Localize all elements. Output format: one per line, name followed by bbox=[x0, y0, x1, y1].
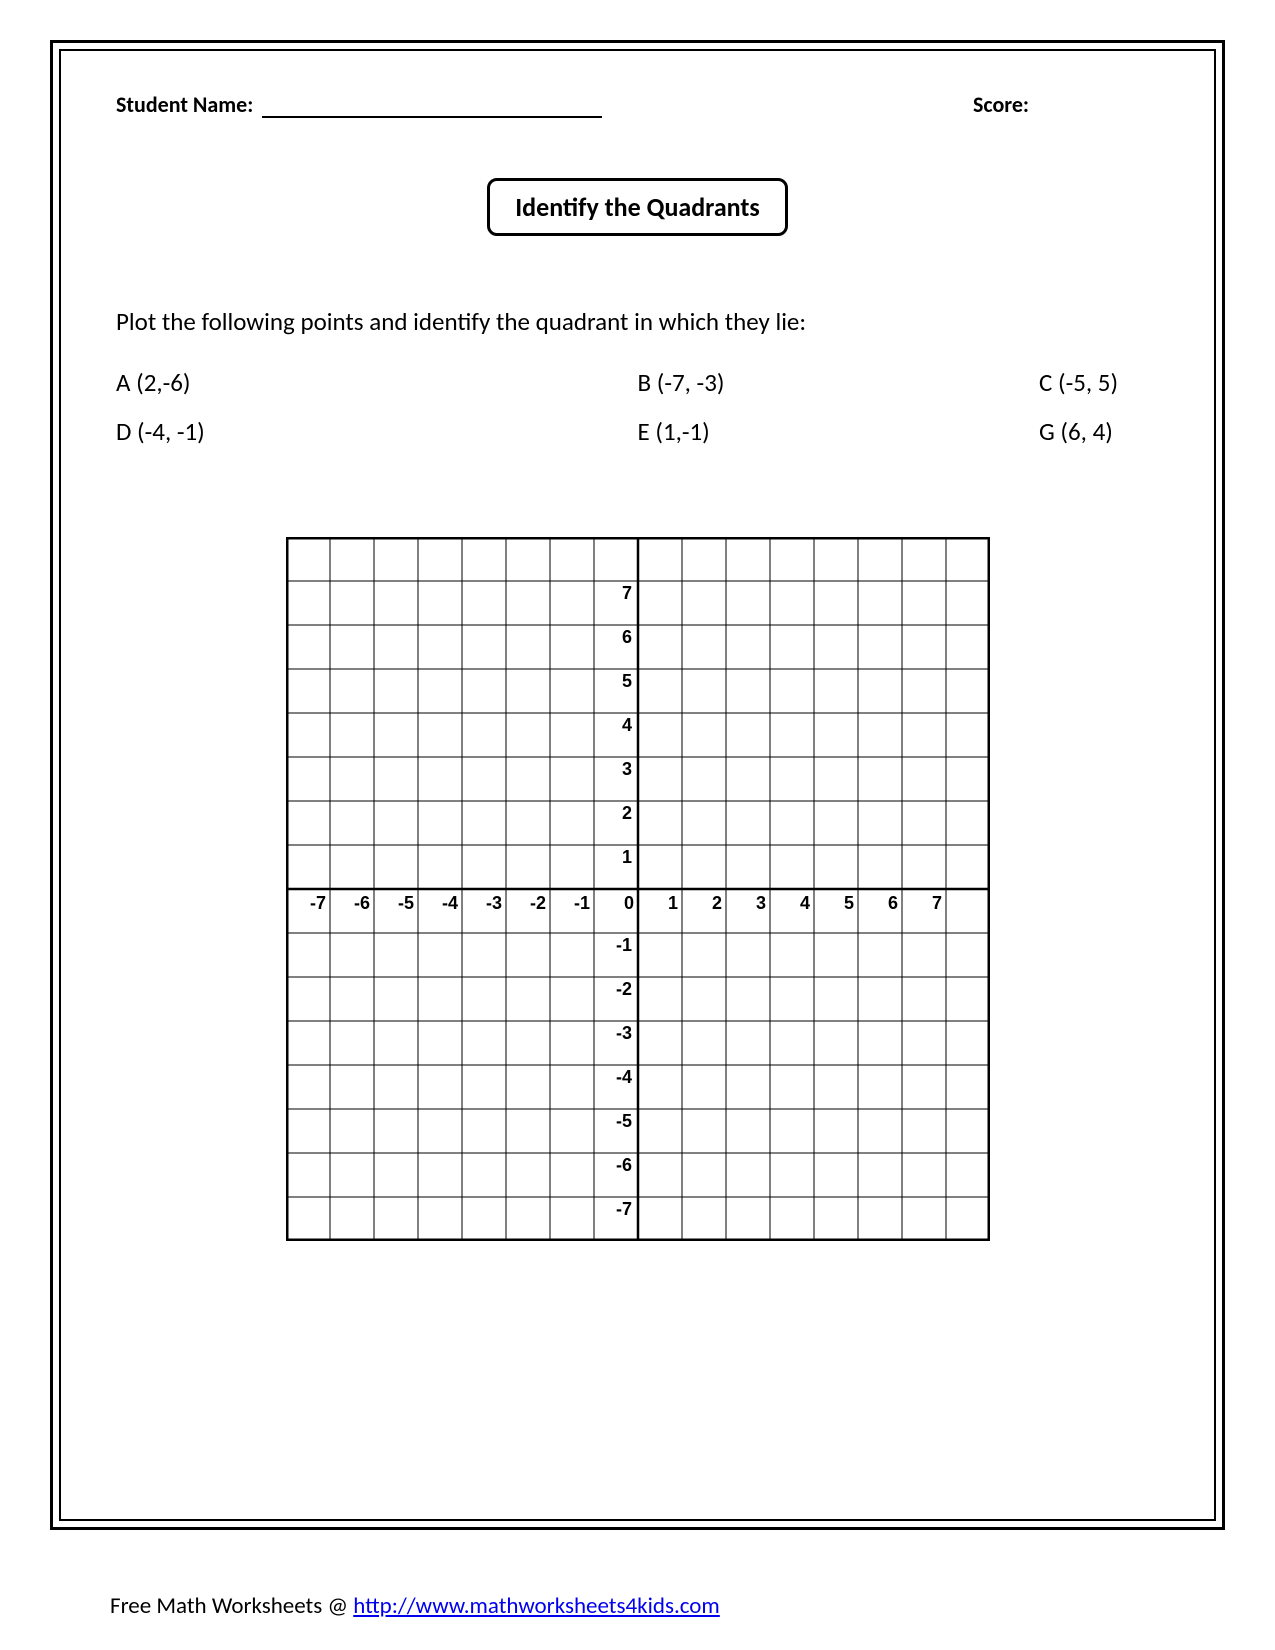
point-c: C (-5, 5) bbox=[1039, 367, 1159, 398]
svg-text:1: 1 bbox=[621, 847, 631, 867]
title-wrap: Identify the Quadrants bbox=[116, 178, 1159, 236]
worksheet-title: Identify the Quadrants bbox=[487, 178, 788, 236]
svg-text:-6: -6 bbox=[353, 893, 369, 913]
point-e: E (1,-1) bbox=[578, 416, 1040, 447]
svg-text:-4: -4 bbox=[441, 893, 457, 913]
point-a: A (2,-6) bbox=[116, 367, 578, 398]
svg-text:2: 2 bbox=[711, 893, 721, 913]
svg-text:-3: -3 bbox=[615, 1023, 631, 1043]
svg-text:3: 3 bbox=[621, 759, 631, 779]
svg-text:-5: -5 bbox=[615, 1111, 631, 1131]
inner-border: Student Name: Score: Identify the Quadra… bbox=[59, 49, 1216, 1521]
svg-text:-2: -2 bbox=[615, 979, 631, 999]
footer-prefix: Free Math Worksheets @ bbox=[110, 1592, 353, 1620]
svg-text:-4: -4 bbox=[615, 1067, 631, 1087]
svg-text:-1: -1 bbox=[573, 893, 589, 913]
svg-text:-7: -7 bbox=[615, 1199, 631, 1219]
svg-text:5: 5 bbox=[843, 893, 853, 913]
student-name-label: Student Name: bbox=[116, 91, 253, 118]
svg-text:-7: -7 bbox=[309, 893, 325, 913]
point-d: D (-4, -1) bbox=[116, 416, 578, 447]
svg-text:6: 6 bbox=[887, 893, 897, 913]
svg-text:-6: -6 bbox=[615, 1155, 631, 1175]
score-field: Score: bbox=[973, 91, 1159, 118]
svg-text:-2: -2 bbox=[529, 893, 545, 913]
student-name-blank[interactable] bbox=[262, 98, 602, 118]
header-row: Student Name: Score: bbox=[116, 91, 1159, 118]
point-g: G (6, 4) bbox=[1039, 416, 1159, 447]
student-name-field: Student Name: bbox=[116, 91, 602, 118]
instruction-text: Plot the following points and identify t… bbox=[116, 306, 1159, 337]
svg-text:-5: -5 bbox=[397, 893, 413, 913]
graph-container: -7 -6 -5 -4 -3 -2 -1 0 1 2 3 4 5 6 7 -7 -6 -5 -4 -3 -2 -1 1 2 3 4… bbox=[116, 537, 1159, 1246]
svg-text:0: 0 bbox=[623, 893, 633, 913]
point-b: B (-7, -3) bbox=[578, 367, 1040, 398]
svg-text:4: 4 bbox=[621, 715, 631, 735]
footer: Free Math Worksheets @ http://www.mathwo… bbox=[110, 1592, 720, 1620]
svg-text:4: 4 bbox=[799, 893, 809, 913]
footer-link[interactable]: http://www.mathworksheets4kids.com bbox=[353, 1592, 720, 1620]
svg-text:-1: -1 bbox=[615, 935, 631, 955]
svg-text:-3: -3 bbox=[485, 893, 501, 913]
svg-text:7: 7 bbox=[931, 893, 941, 913]
svg-text:5: 5 bbox=[621, 671, 631, 691]
svg-text:7: 7 bbox=[621, 583, 631, 603]
svg-text:3: 3 bbox=[755, 893, 765, 913]
svg-text:2: 2 bbox=[621, 803, 631, 823]
coordinate-grid: -7 -6 -5 -4 -3 -2 -1 0 1 2 3 4 5 6 7 -7 -6 -5 -4 -3 -2 -1 1 2 3 4… bbox=[286, 537, 990, 1246]
svg-text:6: 6 bbox=[621, 627, 631, 647]
score-label: Score: bbox=[973, 91, 1029, 118]
points-list: A (2,-6) B (-7, -3) C (-5, 5) D (-4, -1)… bbox=[116, 367, 1159, 447]
svg-text:1: 1 bbox=[667, 893, 677, 913]
outer-border: Student Name: Score: Identify the Quadra… bbox=[50, 40, 1225, 1530]
